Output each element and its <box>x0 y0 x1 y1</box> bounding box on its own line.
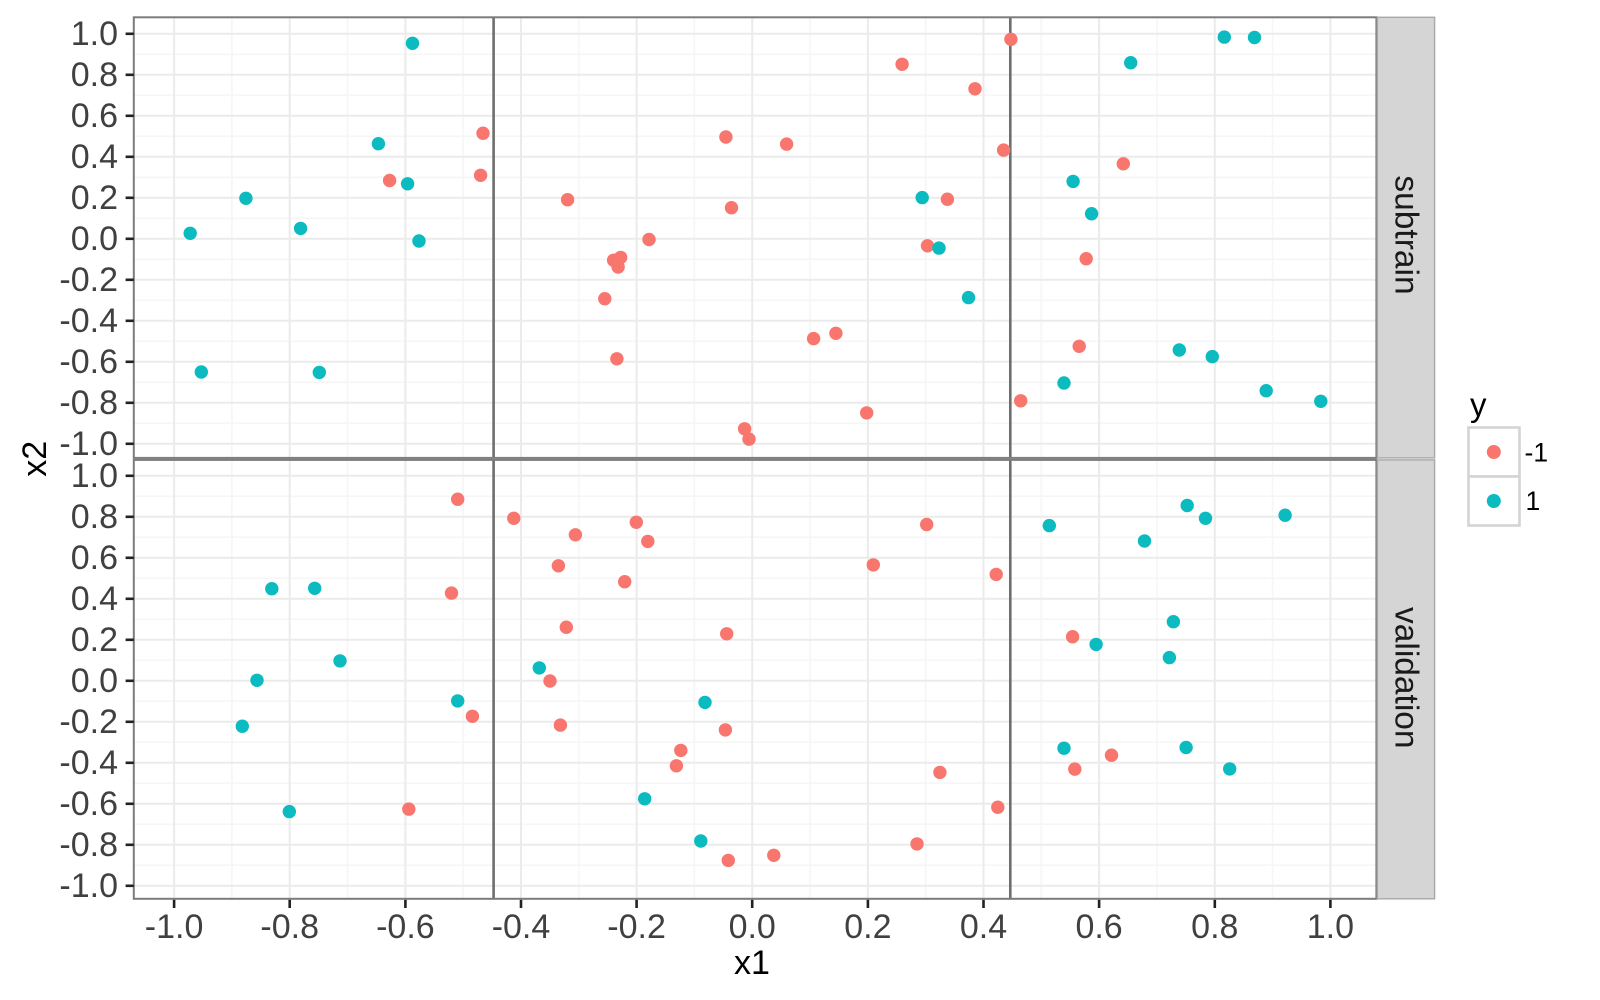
svg-text:-0.6: -0.6 <box>59 785 118 823</box>
svg-text:0.6: 0.6 <box>1075 908 1122 946</box>
svg-text:-0.8: -0.8 <box>59 826 118 864</box>
svg-text:1.0: 1.0 <box>71 457 118 495</box>
svg-text:0.4: 0.4 <box>71 580 118 618</box>
svg-text:0.4: 0.4 <box>960 908 1007 946</box>
svg-text:-0.8: -0.8 <box>59 384 118 422</box>
svg-text:-1.0: -1.0 <box>59 425 118 463</box>
svg-text:-0.6: -0.6 <box>376 908 435 946</box>
svg-text:0.8: 0.8 <box>71 56 118 94</box>
svg-text:0.2: 0.2 <box>844 908 891 946</box>
svg-text:0.4: 0.4 <box>71 138 118 176</box>
svg-text:y: y <box>1470 386 1487 423</box>
svg-text:-0.6: -0.6 <box>59 343 118 381</box>
svg-text:0.6: 0.6 <box>71 97 118 135</box>
svg-text:0.8: 0.8 <box>71 498 118 536</box>
svg-text:-1.0: -1.0 <box>59 867 118 905</box>
svg-text:0.2: 0.2 <box>71 179 118 217</box>
svg-text:1.0: 1.0 <box>1307 908 1354 946</box>
svg-text:-1.0: -1.0 <box>145 908 204 946</box>
svg-text:-0.4: -0.4 <box>59 744 118 782</box>
svg-text:0.8: 0.8 <box>1191 908 1238 946</box>
svg-text:x1: x1 <box>734 944 770 982</box>
svg-text:0.0: 0.0 <box>729 908 776 946</box>
svg-text:-0.4: -0.4 <box>59 302 118 340</box>
svg-text:-0.2: -0.2 <box>59 703 118 741</box>
svg-text:0.0: 0.0 <box>71 220 118 258</box>
svg-text:0.2: 0.2 <box>71 621 118 659</box>
svg-text:-0.2: -0.2 <box>59 261 118 299</box>
svg-text:subtrain: subtrain <box>1388 175 1425 294</box>
svg-text:1: 1 <box>1526 486 1541 516</box>
svg-text:x2: x2 <box>16 441 54 477</box>
svg-text:-1: -1 <box>1525 438 1549 468</box>
svg-text:1.0: 1.0 <box>71 15 118 53</box>
svg-text:-0.2: -0.2 <box>607 908 666 946</box>
svg-text:-0.4: -0.4 <box>492 908 551 946</box>
svg-text:0.6: 0.6 <box>71 539 118 577</box>
svg-text:validation: validation <box>1388 607 1425 749</box>
svg-text:0.0: 0.0 <box>71 662 118 700</box>
svg-text:-0.8: -0.8 <box>260 908 319 946</box>
